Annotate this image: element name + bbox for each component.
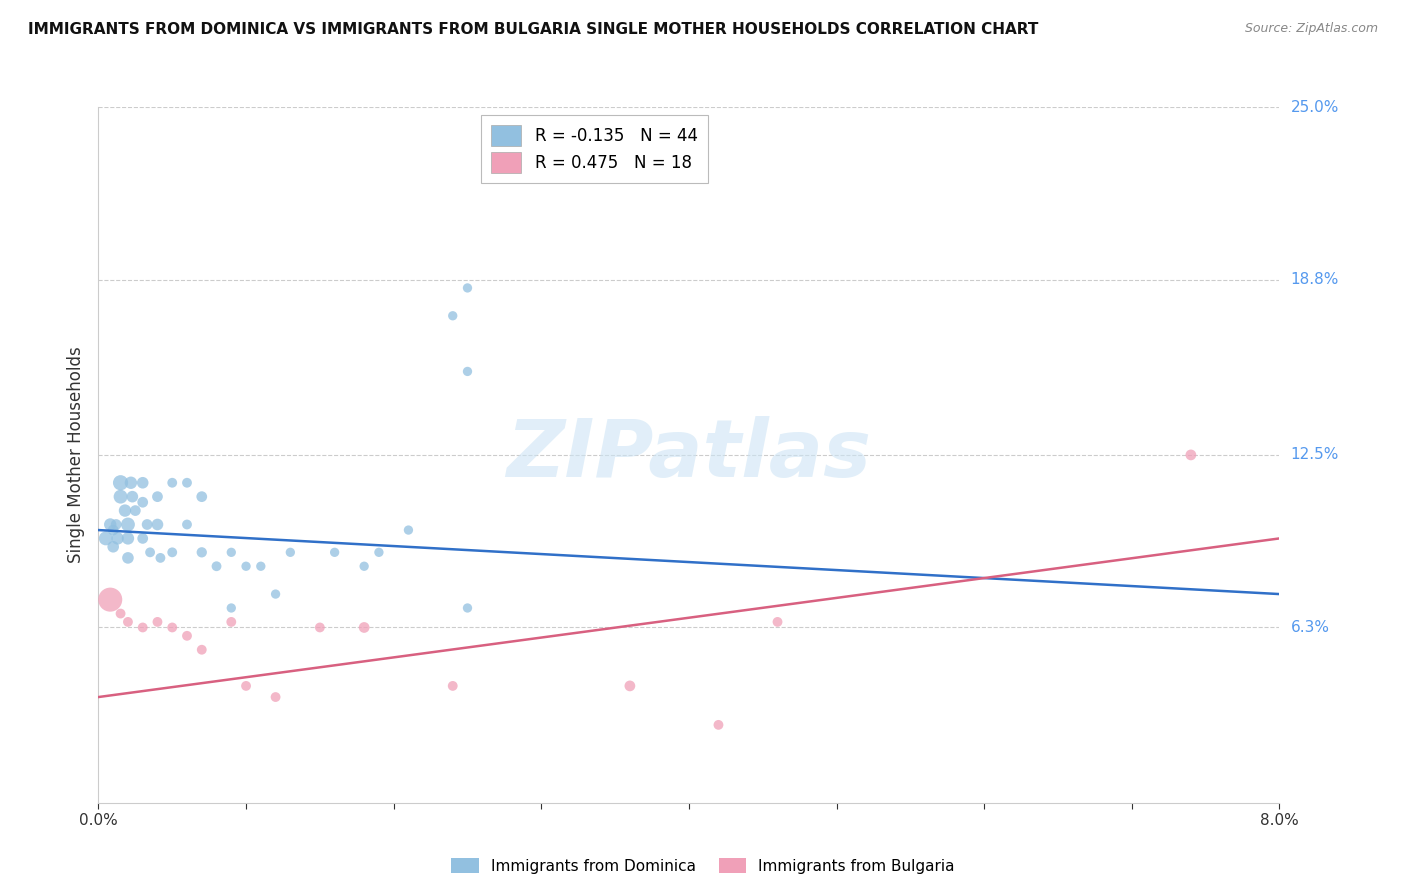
Point (367, 545, 389, 559)
Point (264, 690, 287, 704)
Point (94, 532, 117, 546)
Text: 12.5%: 12.5% (1291, 448, 1339, 462)
Point (146, 490, 169, 504)
Point (136, 517, 159, 532)
Point (121, 490, 143, 504)
Point (146, 615, 169, 629)
Point (353, 559, 375, 574)
Y-axis label: Single Mother Households: Single Mother Households (66, 347, 84, 563)
Point (456, 281, 478, 295)
Point (707, 718, 730, 732)
Point (323, 545, 346, 559)
Point (353, 620, 375, 634)
Point (132, 475, 155, 490)
Point (162, 475, 183, 490)
Legend: Immigrants from Dominica, Immigrants from Bulgaria: Immigrants from Dominica, Immigrants fro… (444, 852, 962, 880)
Text: 18.8%: 18.8% (1291, 272, 1339, 287)
Point (219, 601, 242, 615)
Point (105, 517, 128, 532)
Point (110, 490, 132, 504)
Point (766, 615, 789, 629)
Point (1180, 448, 1202, 462)
Point (146, 517, 169, 532)
Point (124, 503, 146, 517)
Point (110, 607, 132, 621)
Point (191, 545, 214, 559)
Point (132, 532, 155, 546)
Point (219, 615, 242, 629)
Point (110, 475, 132, 490)
Point (441, 309, 464, 323)
Point (176, 629, 198, 643)
Text: 25.0%: 25.0% (1291, 100, 1339, 114)
Point (149, 550, 172, 565)
Point (162, 545, 183, 559)
Point (176, 475, 198, 490)
Point (117, 615, 139, 629)
Point (205, 559, 228, 574)
Point (278, 545, 301, 559)
Point (619, 679, 641, 693)
Point (219, 545, 242, 559)
Point (308, 620, 332, 634)
Text: Source: ZipAtlas.com: Source: ZipAtlas.com (1244, 22, 1378, 36)
Point (396, 523, 419, 537)
Point (162, 620, 183, 634)
Point (98, 517, 121, 532)
Point (132, 495, 155, 509)
Point (191, 642, 214, 657)
Point (103, 523, 124, 537)
Point (120, 475, 142, 490)
Text: 6.3%: 6.3% (1291, 620, 1330, 635)
Legend: R = -0.135   N = 44, R = 0.475   N = 18: R = -0.135 N = 44, R = 0.475 N = 18 (481, 115, 707, 183)
Point (250, 559, 273, 574)
Point (117, 517, 139, 532)
Point (117, 550, 139, 565)
Point (191, 490, 214, 504)
Point (456, 601, 478, 615)
Text: IMMIGRANTS FROM DOMINICA VS IMMIGRANTS FROM BULGARIA SINGLE MOTHER HOUSEHOLDS CO: IMMIGRANTS FROM DOMINICA VS IMMIGRANTS F… (28, 22, 1039, 37)
Point (235, 559, 257, 574)
Text: ZIPatlas: ZIPatlas (506, 416, 872, 494)
Point (176, 517, 198, 532)
Point (114, 503, 136, 517)
Point (132, 620, 155, 634)
Point (107, 532, 129, 546)
Point (235, 679, 257, 693)
Point (441, 679, 464, 693)
Point (264, 587, 287, 601)
Point (456, 364, 478, 378)
Point (103, 540, 124, 554)
Point (139, 545, 162, 559)
Point (98, 592, 121, 607)
Point (117, 532, 139, 546)
